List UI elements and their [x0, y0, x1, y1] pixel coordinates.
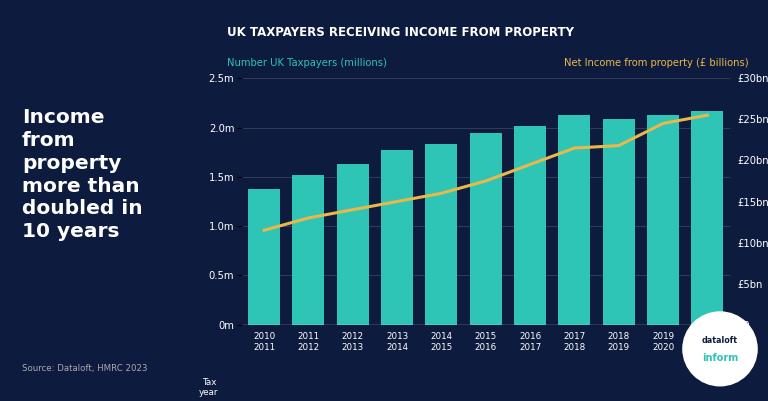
Bar — [470, 134, 502, 325]
Text: Number UK Taxpayers (millions): Number UK Taxpayers (millions) — [227, 58, 386, 68]
Bar — [425, 144, 458, 325]
Bar — [337, 164, 369, 325]
Text: UK TAXPAYERS RECEIVING INCOME FROM PROPERTY: UK TAXPAYERS RECEIVING INCOME FROM PROPE… — [227, 26, 574, 38]
Text: Tax
year: Tax year — [199, 378, 219, 397]
Bar — [647, 115, 679, 325]
Text: Source: Dataloft, HMRC 2023: Source: Dataloft, HMRC 2023 — [22, 364, 147, 373]
Text: Income
from
property
more than
doubled in
10 years: Income from property more than doubled i… — [22, 108, 143, 241]
Text: Net Income from property (£ billions): Net Income from property (£ billions) — [564, 58, 749, 68]
Circle shape — [683, 312, 757, 386]
Bar — [603, 119, 634, 325]
Text: dataloft: dataloft — [702, 336, 738, 345]
Bar — [381, 150, 413, 325]
Bar — [514, 126, 546, 325]
Bar — [558, 115, 591, 325]
Bar — [293, 175, 324, 325]
Bar — [248, 189, 280, 325]
Text: inform: inform — [702, 354, 738, 363]
Bar — [691, 111, 723, 325]
